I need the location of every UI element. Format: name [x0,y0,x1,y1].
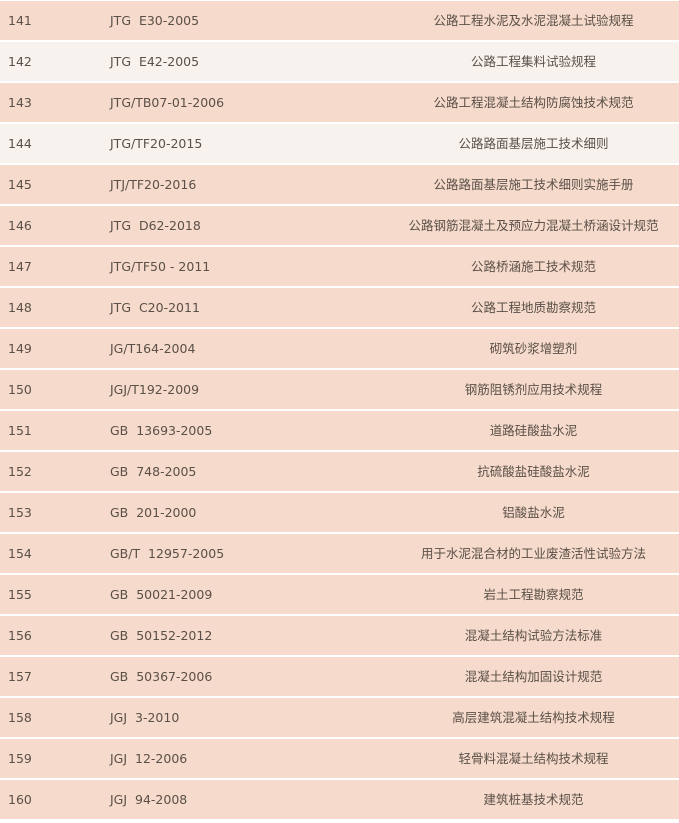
standard-title: 混凝土结构加固设计规范 [464,669,603,684]
row-number: 150 [8,382,32,397]
standard-code: JTG/TF20-2015 [110,136,203,151]
table-row: 144 JTG/TF20-2015 公路路面基层施工技术细则 [0,124,679,163]
row-number: 148 [8,300,32,315]
standard-code: GB 50021-2009 [110,587,213,602]
standard-title: 抗硫酸盐硅酸盐水泥 [477,464,590,479]
table-row: 157 GB 50367-2006 混凝土结构加固设计规范 [0,657,679,696]
table-row: 147 JTG/TF50 - 2011 公路桥涵施工技术规范 [0,247,679,286]
table-row: 142 JTG E42-2005 公路工程集料试验规程 [0,42,679,81]
table-row: 151 GB 13693-2005 道路硅酸盐水泥 [0,411,679,450]
row-number: 153 [8,505,32,520]
row-number: 156 [8,628,32,643]
standard-title: 道路硅酸盐水泥 [489,423,578,438]
standard-code: JGJ 94-2008 [110,792,188,807]
table-row: 155 GB 50021-2009 岩土工程勘察规范 [0,575,679,614]
standard-code: JTG/TB07-01-2006 [110,95,225,110]
table-row: 152 GB 748-2005 抗硫酸盐硅酸盐水泥 [0,452,679,491]
row-number: 159 [8,751,32,766]
row-number: 160 [8,792,32,807]
table-row: 145 JTJ/TF20-2016 公路路面基层施工技术细则实施手册 [0,165,679,204]
table-row: 154 GB/T 12957-2005 用于水泥混合材的工业废渣活性试验方法 [0,534,679,573]
standard-title: 公路钢筋混凝土及预应力混凝土桥涵设计规范 [408,218,659,233]
standard-code: JG/T164-2004 [110,341,196,356]
standard-title: 轻骨料混凝土结构技术规程 [458,751,609,766]
table-row: 156 GB 50152-2012 混凝土结构试验方法标准 [0,616,679,655]
standard-code: GB 201-2000 [110,505,197,520]
row-number: 149 [8,341,32,356]
table-row: 158 JGJ 3-2010 高层建筑混凝土结构技术规程 [0,698,679,737]
row-number: 142 [8,54,32,69]
table-row: 146 JTG D62-2018 公路钢筋混凝土及预应力混凝土桥涵设计规范 [0,206,679,245]
standard-title: 公路工程水泥及水泥混凝土试验规程 [433,13,634,28]
standard-code: GB/T 12957-2005 [110,546,225,561]
row-number: 145 [8,177,32,192]
row-number: 154 [8,546,32,561]
standard-code: JTG E30-2005 [110,13,200,28]
standard-title: 公路路面基层施工技术细则 [458,136,609,151]
standard-code: GB 13693-2005 [110,423,213,438]
standard-title: 公路工程地质勘察规范 [470,300,596,315]
standard-title: 公路工程混凝土结构防腐蚀技术规范 [433,95,634,110]
standard-code: JTG C20-2011 [110,300,200,315]
standard-code: JTG D62-2018 [110,218,201,233]
table-row: 143 JTG/TB07-01-2006 公路工程混凝土结构防腐蚀技术规范 [0,83,679,122]
row-number: 157 [8,669,32,684]
standard-title: 混凝土结构试验方法标准 [464,628,603,643]
table-row: 153 GB 201-2000 铝酸盐水泥 [0,493,679,532]
table-row: 160 JGJ 94-2008 建筑桩基技术规范 [0,780,679,819]
standard-code: GB 50152-2012 [110,628,213,643]
standard-title: 铝酸盐水泥 [502,505,565,520]
row-number: 147 [8,259,32,274]
table-row: 141 JTG E30-2005 公路工程水泥及水泥混凝土试验规程 [0,1,679,40]
standard-title: 公路工程集料试验规程 [470,54,596,69]
standard-title: 用于水泥混合材的工业废渣活性试验方法 [420,546,646,561]
row-number: 146 [8,218,32,233]
table-row: 159 JGJ 12-2006 轻骨料混凝土结构技术规程 [0,739,679,778]
table-row: 150 JGJ/T192-2009 钢筋阻锈剂应用技术规程 [0,370,679,409]
standard-title: 钢筋阻锈剂应用技术规程 [464,382,603,397]
standard-code: JGJ 3-2010 [110,710,180,725]
standard-code: JGJ 12-2006 [110,751,188,766]
table-row: 149 JG/T164-2004 砌筑砂浆增塑剂 [0,329,679,368]
standard-title: 岩土工程勘察规范 [483,587,584,602]
row-number: 152 [8,464,32,479]
standard-title: 砌筑砂浆增塑剂 [489,341,578,356]
row-number: 144 [8,136,32,151]
standard-code: JTG E42-2005 [110,54,200,69]
row-number: 155 [8,587,32,602]
standard-title: 公路桥涵施工技术规范 [470,259,596,274]
row-number: 143 [8,95,32,110]
standard-code: JTJ/TF20-2016 [110,177,197,192]
standard-code: GB 50367-2006 [110,669,213,684]
row-number: 158 [8,710,32,725]
standard-title: 公路路面基层施工技术细则实施手册 [433,177,634,192]
row-number: 141 [8,13,32,28]
table-row: 148 JTG C20-2011 公路工程地质勘察规范 [0,288,679,327]
standard-code: JTG/TF50 - 2011 [110,259,211,274]
standard-title: 建筑桩基技术规范 [483,792,584,807]
standard-code: GB 748-2005 [110,464,197,479]
row-number: 151 [8,423,32,438]
standard-title: 高层建筑混凝土结构技术规程 [452,710,615,725]
standard-code: JGJ/T192-2009 [110,382,200,397]
